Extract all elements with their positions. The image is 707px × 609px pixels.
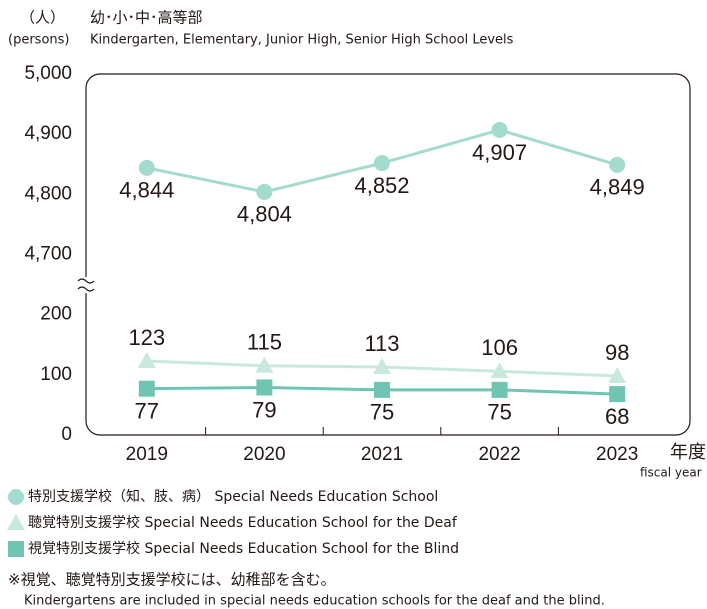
data-point [255,356,274,373]
data-label: 113 [364,331,399,356]
legend-label: 特別支援学校（知、肢、病） Special Needs Education Sc… [28,488,438,505]
y-tick-label: 200 [40,304,72,325]
legend-label: 視覚特別支援学校 Special Needs Education School … [28,540,459,557]
data-label: 4,849 [590,175,645,200]
data-label: 77 [135,398,159,423]
data-label: 123 [128,325,165,350]
data-label: 115 [247,330,282,355]
data-label: 4,804 [237,202,292,227]
data-label: 106 [481,335,518,360]
plot-frame [85,73,691,436]
data-label: 79 [252,397,276,422]
axis-break-gap [80,277,92,293]
x-label-en: fiscal year [640,466,702,480]
data-point [609,156,626,173]
data-point [373,358,391,375]
data-point [137,351,156,368]
data-label: 68 [605,404,629,429]
legend-marker [7,514,25,530]
chart-title: 幼･小･中･高等部 [90,9,203,27]
data-label: 75 [487,400,511,425]
chart-subtitle: Kindergarten, Elementary, Junior High, S… [90,33,514,48]
data-label: 4,844 [119,178,174,203]
data-point [608,367,627,384]
data-point [491,381,508,398]
data-point [374,155,390,172]
data-point [256,183,273,200]
x-tick-label: 2020 [243,444,285,465]
x-tick-label: 2022 [478,444,520,465]
y-tick-label: 4,800 [24,183,72,204]
legend-label: 聴覚特別支援学校 Special Needs Education School … [28,514,458,531]
data-point [138,380,155,397]
note: ※視覚、聴覚特別支援学校には、幼稚部を含む。 [8,571,336,589]
y-tick-label: 0 [61,424,72,445]
data-label: 75 [370,400,394,425]
x-tick-label: 2023 [596,444,638,465]
x-tick-label: 2021 [361,444,403,465]
data-point [491,121,508,138]
data-point [374,381,390,398]
x-tick-label: 2019 [126,444,168,465]
y-tick-label: 4,700 [24,244,72,265]
y-unit: （人） [20,9,65,27]
note: Kindergartens are included in special ne… [24,594,605,609]
axis-break [77,278,95,292]
x-label: 年度 [670,442,706,463]
legend-marker [8,489,24,505]
data-point [609,386,626,403]
y-tick-label: 5,000 [24,63,72,84]
data-point [256,379,273,396]
data-point [490,362,509,379]
legend-marker [8,541,24,557]
data-label: 4,907 [472,140,527,165]
data-label: 98 [605,340,629,365]
data-label: 4,852 [354,173,409,198]
y-unit-en: (persons) [8,33,69,48]
data-point [138,159,155,176]
y-tick-label: 4,900 [24,123,72,144]
y-tick-label: 100 [40,364,72,385]
